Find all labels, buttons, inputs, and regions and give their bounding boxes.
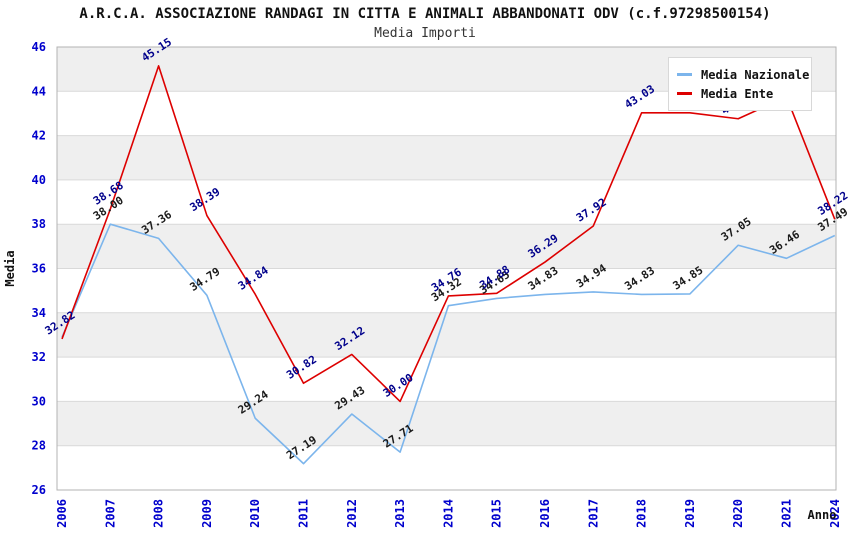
- x-tick-label: 2024: [828, 499, 842, 528]
- legend-box: Media Nazionale Media Ente: [668, 57, 812, 111]
- series-line-media-ente: [61, 65, 836, 403]
- y-tick-label: 46: [32, 40, 46, 54]
- x-tick-label: 2021: [780, 499, 794, 528]
- data-label: 37.92: [574, 196, 609, 225]
- x-tick-label: 2007: [103, 499, 117, 528]
- x-tick-label: 2018: [635, 499, 649, 528]
- x-tick-label: 2020: [731, 499, 745, 528]
- ente-line-swatch: [677, 92, 692, 95]
- nazionale-line-swatch: [677, 73, 692, 76]
- data-label: 34.79: [188, 265, 223, 294]
- y-axis-title: Media: [3, 250, 17, 286]
- legend-item-media-ente: Media Ente: [677, 84, 803, 103]
- chart-title: A.R.C.A. ASSOCIAZIONE RANDAGI IN CITTA E…: [79, 6, 771, 22]
- legend-item-media-nazionale: Media Nazionale: [677, 65, 809, 84]
- legend-label: Media Nazionale: [701, 67, 810, 82]
- x-tick-label: 2006: [55, 499, 69, 528]
- x-tick-label: 2011: [297, 499, 311, 528]
- legend-label: Media Ente: [701, 86, 774, 101]
- x-tick-label: 2013: [393, 499, 407, 528]
- series-line-media-nazionale: [61, 223, 836, 465]
- x-tick-label: 2009: [200, 499, 214, 528]
- x-tick-label: 2010: [248, 499, 262, 528]
- y-tick-label: 36: [32, 262, 46, 276]
- x-tick-label: 2016: [538, 499, 552, 528]
- y-tick-label: 38: [32, 217, 46, 231]
- x-tick-label: 2008: [152, 499, 166, 528]
- y-tick-label: 30: [32, 394, 46, 408]
- x-tick-label: 2012: [345, 499, 359, 528]
- plot-band: [57, 312, 836, 358]
- plot-border: [56, 46, 837, 491]
- y-tick-label: 42: [32, 129, 46, 143]
- plot-band: [57, 401, 836, 446]
- y-tick-label: 28: [32, 439, 46, 453]
- x-tick-label: 2017: [586, 499, 600, 528]
- y-tick-label: 26: [32, 483, 46, 497]
- x-tick-label: 2019: [683, 499, 697, 528]
- plot-band: [57, 135, 836, 180]
- y-tick-label: 44: [32, 84, 46, 98]
- x-tick-label: 2015: [490, 499, 504, 528]
- plot-band: [57, 224, 836, 269]
- chart-subtitle: Media Importi: [374, 26, 476, 41]
- data-label: 30.00: [381, 371, 416, 400]
- y-tick-label: 40: [32, 173, 46, 187]
- y-tick-label: 32: [32, 350, 46, 364]
- x-tick-label: 2014: [441, 499, 455, 528]
- y-tick-label: 34: [32, 306, 46, 320]
- x-axis-title: Anno: [808, 508, 837, 522]
